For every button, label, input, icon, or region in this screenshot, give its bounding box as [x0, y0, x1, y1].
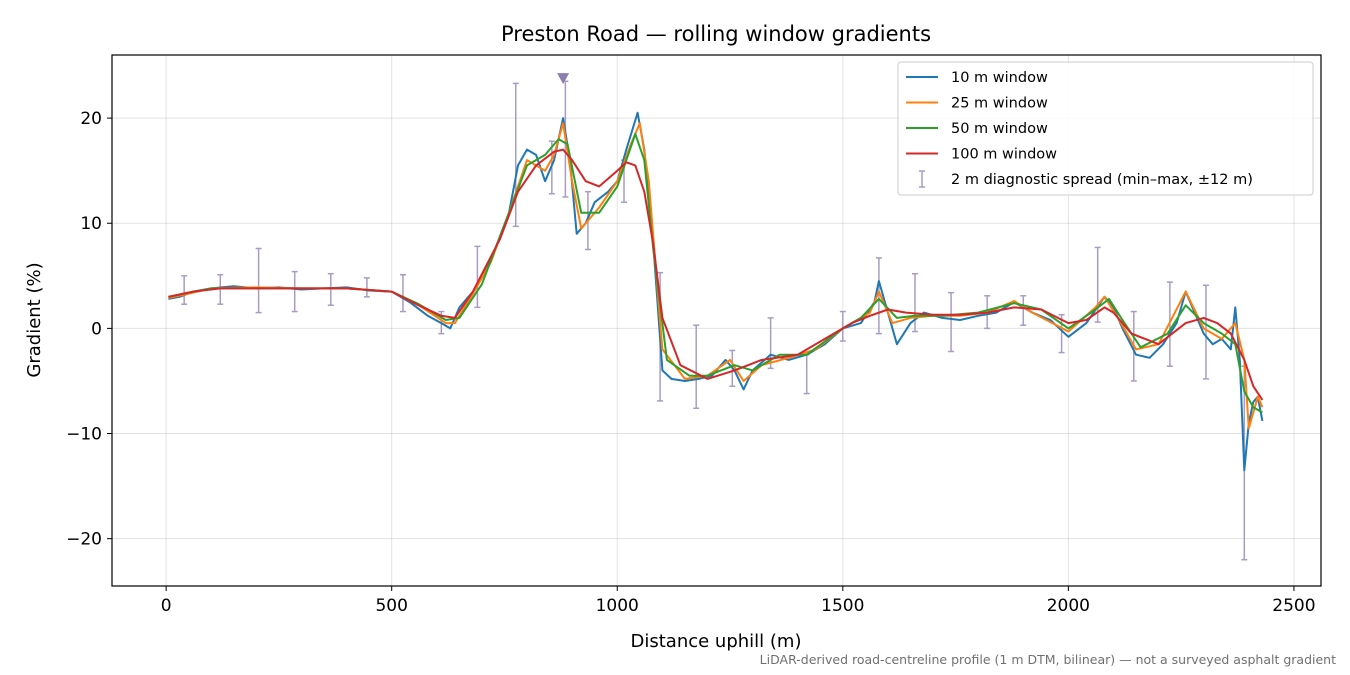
legend-box	[897, 61, 1314, 196]
series-line-50-m-window	[168, 132, 1263, 414]
legend: 10 m window 25 m window 50 m window 100 m w…	[897, 61, 1314, 196]
errorbar	[875, 257, 882, 335]
legend-item: 10 m window	[906, 70, 1048, 86]
errorbar	[291, 270, 298, 313]
x-axis-label: Distance uphill (m)	[631, 631, 802, 652]
y-tick-label: −10	[66, 425, 102, 445]
errorbar	[948, 291, 955, 353]
marker-layer	[557, 73, 570, 85]
errorbar	[911, 272, 918, 333]
legend-item: 25 m window	[906, 96, 1048, 112]
series-line-100-m-window	[168, 148, 1264, 401]
legend-item: 50 m window	[906, 121, 1048, 137]
errorbar	[1020, 295, 1027, 326]
legend-label: 2 m diagnostic spread (min–max, ±12 m)	[951, 172, 1253, 188]
legend-label: 50 m window	[951, 121, 1048, 137]
x-tick-label: 500	[375, 596, 407, 616]
y-tick-label: 20	[80, 109, 102, 129]
errorbar	[327, 272, 334, 307]
y-tick-label: −20	[66, 530, 102, 550]
errorbar	[474, 245, 481, 309]
series-layer	[168, 111, 1264, 472]
y-axis-label: Gradient (%)	[24, 262, 45, 377]
footnote: LiDAR-derived road-centreline profile (1…	[760, 652, 1336, 667]
errorbar	[255, 247, 262, 314]
legend-item: 2 m diagnostic spread (min–max, ±12 m)	[919, 170, 1253, 188]
chart-title: Preston Road — rolling window gradients	[501, 22, 931, 46]
x-tick-label: 1000	[596, 596, 639, 616]
tick-layer: 0 500 1000 1500 2000 2500 −20 −10 0 10 20	[66, 109, 1315, 616]
y-tick-label: 10	[80, 214, 102, 234]
errorbar	[693, 324, 700, 410]
errorbar	[399, 274, 406, 313]
peak-marker	[557, 73, 570, 85]
x-tick-label: 2000	[1047, 596, 1090, 616]
errorbar	[1094, 246, 1101, 323]
errorbar	[1202, 284, 1209, 380]
x-tick-label: 0	[161, 596, 172, 616]
plot-frame	[111, 54, 1322, 587]
errorbar	[217, 274, 224, 305]
x-tick-label: 2500	[1272, 596, 1315, 616]
x-tick-label: 1500	[821, 596, 864, 616]
y-tick-label: 0	[91, 319, 102, 339]
legend-label: 10 m window	[951, 70, 1048, 86]
series-line-10-m-window	[168, 111, 1264, 472]
errorbar	[803, 353, 810, 395]
errorbar	[363, 277, 370, 298]
legend-label: 25 m window	[951, 96, 1048, 112]
legend-label: 100 m window	[951, 147, 1057, 163]
errorbar	[181, 275, 188, 305]
legend-item: 100 m window	[906, 147, 1057, 163]
errorbar-layer	[181, 80, 1248, 561]
errorbar	[512, 82, 519, 228]
errorbar	[1058, 313, 1065, 354]
errorbar	[839, 310, 846, 342]
